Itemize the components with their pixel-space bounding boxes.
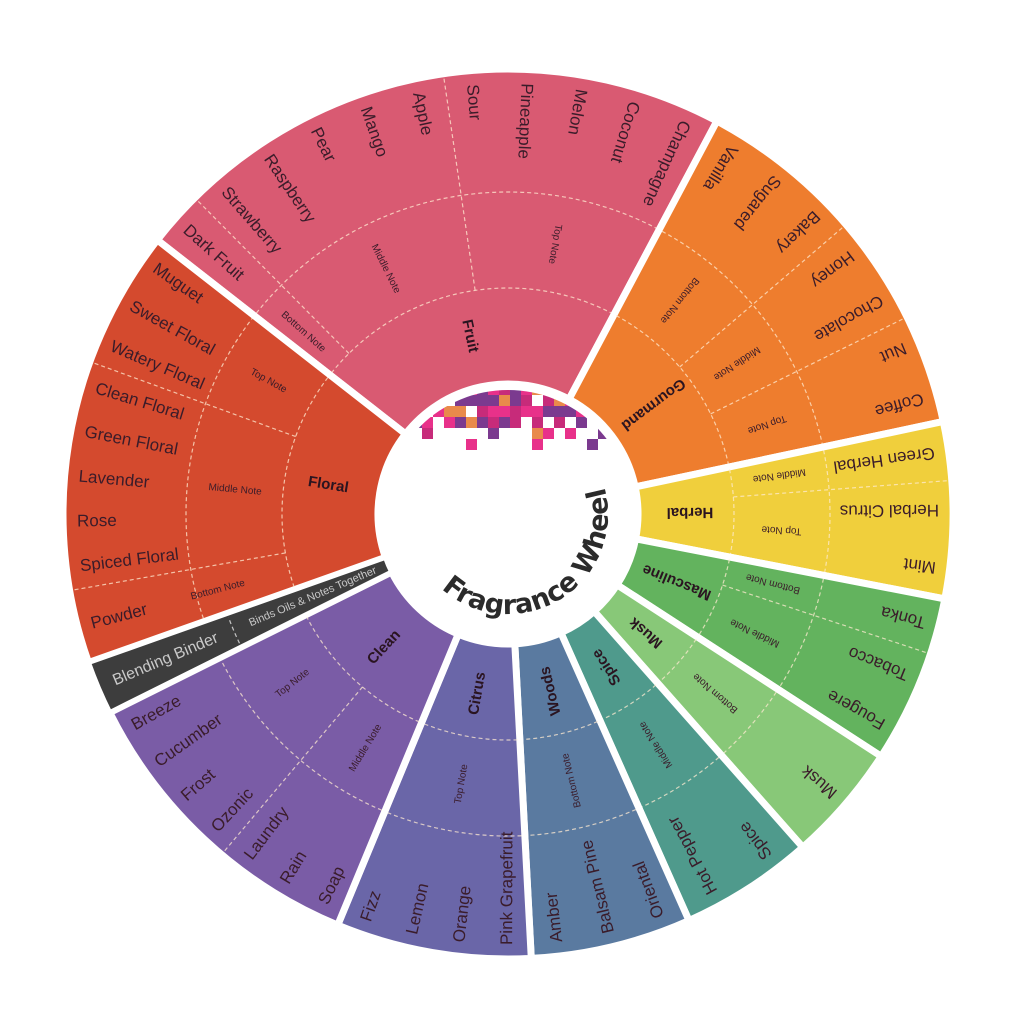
- binder-divider: [227, 617, 241, 644]
- ring-divider: [281, 376, 329, 588]
- mosaic-pixel: [466, 439, 477, 450]
- mosaic-pixel: [554, 406, 565, 417]
- mosaic-pixel: [422, 428, 433, 439]
- sector-gourmand-wedge[interactable]: [564, 116, 948, 492]
- mosaic-pixel: [466, 395, 477, 406]
- mosaic-pixel: [521, 390, 532, 395]
- mosaic-pixel: [499, 390, 510, 395]
- ring-divider: [387, 812, 522, 837]
- ring-divider: [659, 638, 697, 683]
- sector-fruit-wedge[interactable]: [152, 65, 722, 439]
- mosaic-pixel: [444, 406, 455, 417]
- sector-floral-wedge[interactable]: [59, 235, 411, 668]
- ring-divider: [522, 720, 598, 741]
- mosaic-pixel: [510, 406, 521, 417]
- mosaic-pixel: [543, 406, 554, 417]
- mosaic-pixel: [510, 395, 521, 406]
- note-divider: [722, 584, 927, 654]
- mosaic-pixel: [499, 417, 510, 428]
- ring-divider: [220, 660, 382, 811]
- mosaic-pixel: [499, 406, 510, 417]
- note-label: Top Note: [761, 523, 802, 536]
- mosaic-pixel: [488, 395, 499, 406]
- mosaic-pixel: [510, 390, 521, 395]
- ring-divider: [779, 578, 825, 687]
- note-item: Pink Grapefruit: [497, 831, 516, 945]
- ring-divider: [330, 287, 613, 374]
- ring-divider: [601, 684, 657, 721]
- ring-divider: [641, 756, 720, 808]
- mosaic-pixel: [499, 395, 510, 406]
- note-divider: [443, 77, 476, 291]
- ring-divider: [661, 230, 823, 444]
- mosaic-pixel: [576, 417, 587, 428]
- mosaic-pixel: [488, 406, 499, 417]
- ring-divider: [728, 469, 735, 555]
- ring-divider: [615, 315, 730, 465]
- binder-wedge[interactable]: [85, 554, 396, 716]
- mosaic-pixel: [521, 406, 532, 417]
- note-divider: [679, 226, 844, 368]
- mosaic-pixel: [554, 417, 565, 428]
- sector-citrus-wedge[interactable]: [333, 629, 535, 963]
- mosaic-pixel: [543, 428, 554, 439]
- note-divider: [733, 480, 948, 498]
- ring-divider: [306, 616, 420, 723]
- note-item: Mint: [902, 554, 937, 577]
- mosaic-pixel: [565, 428, 576, 439]
- note-item: Herbal Citrus: [840, 501, 939, 521]
- note-divider: [73, 552, 286, 591]
- mosaic-pixel: [477, 406, 488, 417]
- mosaic-pixel: [532, 439, 543, 450]
- ring-divider: [185, 318, 253, 619]
- sector-herbal-wedge[interactable]: [631, 417, 957, 604]
- category-label: Fruit: [458, 318, 482, 354]
- mosaic-pixel: [510, 417, 521, 428]
- mosaic-pixel: [587, 439, 598, 450]
- category-label: Herbal: [667, 504, 714, 521]
- mosaic-pixel: [521, 395, 532, 406]
- note-divider: [223, 686, 363, 852]
- mosaic-pixel: [543, 395, 554, 406]
- note-label: Middle Note: [208, 482, 263, 498]
- mosaic-pixel: [455, 406, 466, 417]
- ring-divider: [528, 808, 637, 836]
- note-divider: [710, 318, 904, 415]
- mosaic-pixel: [488, 390, 499, 395]
- note-item: Sour: [463, 84, 485, 122]
- mosaic-pixel: [433, 406, 444, 417]
- mosaic-pixel: [488, 417, 499, 428]
- mosaic-pixel: [444, 417, 455, 428]
- mosaic-pixel: [565, 406, 576, 417]
- mosaic-pixel: [532, 406, 543, 417]
- note-divider: [197, 200, 350, 354]
- center-disc: [382, 388, 634, 640]
- ring-divider: [255, 191, 657, 314]
- mosaic-pixel: [532, 428, 543, 439]
- ring-divider: [423, 723, 518, 741]
- mosaic-pixel: [477, 417, 488, 428]
- sector-clean-wedge[interactable]: [105, 567, 463, 930]
- mosaic-pixel: [488, 428, 499, 439]
- mosaic-pixel: [455, 395, 466, 406]
- note-item: Rose: [77, 511, 117, 531]
- mosaic-pixel: [455, 417, 466, 428]
- note-divider: [93, 362, 296, 438]
- mosaic-pixel: [422, 417, 433, 428]
- category-label: Floral: [307, 473, 350, 496]
- note-item: Pineapple: [514, 83, 536, 159]
- mosaic-pixel: [466, 417, 477, 428]
- mosaic-pixel: [532, 417, 543, 428]
- mosaic-pixel: [477, 395, 488, 406]
